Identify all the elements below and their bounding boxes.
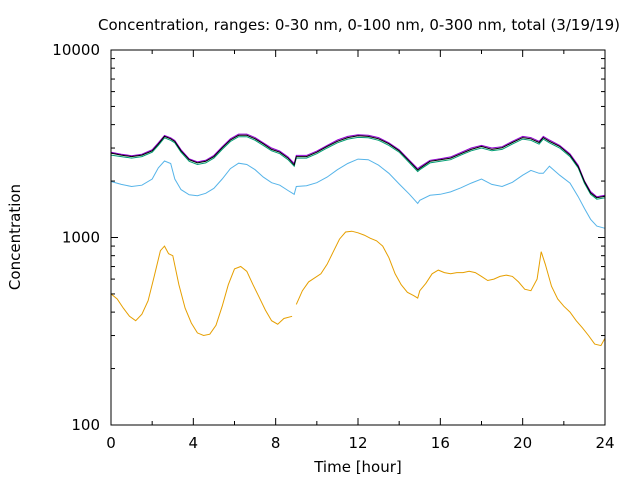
x-axis-label: Time [hour] (313, 458, 402, 476)
x-tick-label: 16 (431, 434, 450, 452)
x-tick-label: 0 (106, 434, 116, 452)
series-line-3 (110, 136, 606, 200)
plot-frame (110, 49, 606, 426)
x-tick-label: 20 (513, 434, 532, 452)
tick-layer: 0 4 8 12 16 20 24 100 1000 10000 (52, 41, 614, 452)
series-layer (110, 133, 606, 347)
y-tick-label: 100 (71, 416, 100, 434)
x-tick-label: 4 (189, 434, 199, 452)
x-tick-label: 8 (271, 434, 281, 452)
y-axis-label: Concentration (6, 184, 24, 290)
y-tick-label: 10000 (52, 41, 100, 59)
chart-title: Concentration, ranges: 0-30 nm, 0-100 nm… (98, 16, 620, 34)
x-tick-label: 24 (595, 434, 614, 452)
series-line-2 (110, 158, 606, 229)
series-line-5 (110, 134, 606, 199)
series-line-1 (110, 230, 606, 347)
y-tick-label: 1000 (62, 229, 100, 247)
series-line-4 (110, 133, 606, 198)
x-tick-label: 12 (348, 434, 367, 452)
